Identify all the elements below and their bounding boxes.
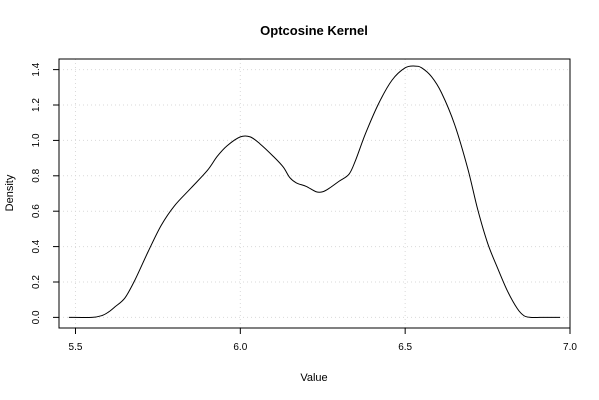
y-axis-label: Density (4, 174, 16, 211)
grid (59, 59, 571, 328)
y-axis: 0.0 0.2 0.4 0.6 0.8 1.0 1.2 1.4 (31, 62, 59, 324)
y-tick-label: 1.0 (31, 133, 42, 147)
x-axis: 5.5 6.0 6.5 7.0 (69, 328, 577, 353)
x-tick-label: 5.5 (69, 342, 83, 353)
y-tick-label: 1.2 (31, 98, 42, 112)
chart-title: Optcosine Kernel (260, 23, 368, 38)
plot-frame (58, 58, 571, 329)
y-tick-label: 0.4 (31, 239, 42, 253)
y-tick-label: 0.6 (31, 204, 42, 218)
series-group (68, 65, 561, 319)
y-tick-label: 0.8 (31, 168, 42, 182)
y-tick-label: 0.0 (31, 310, 42, 324)
x-tick-label: 7.0 (563, 342, 577, 353)
density-line (68, 65, 561, 319)
y-tick-label: 0.2 (31, 275, 42, 289)
x-tick-label: 6.5 (398, 342, 412, 353)
x-axis-label: Value (300, 372, 327, 384)
y-tick-label: 1.4 (31, 62, 42, 76)
x-tick-label: 6.0 (233, 342, 247, 353)
